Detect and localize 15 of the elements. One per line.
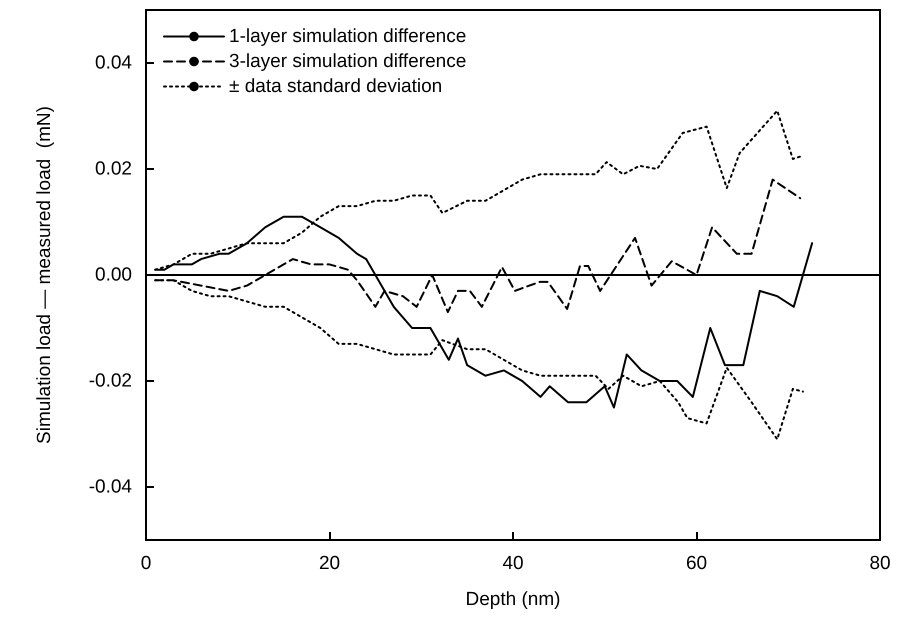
x-tick-label: 40: [502, 553, 524, 574]
y-tick-label: -0.04: [88, 476, 132, 498]
y-tick-label: -0.02: [88, 370, 132, 392]
legend-label: 3-layer simulation difference: [229, 51, 466, 72]
y-tick-label: 0.02: [95, 158, 132, 180]
x-tick-label: 20: [318, 553, 340, 574]
x-tick-label: 0: [140, 553, 152, 574]
x-axis-title: Depth (nm): [465, 589, 561, 610]
x-tick-label: 80: [869, 553, 891, 574]
x-tick-label: 60: [686, 553, 708, 574]
y-axis-title: Simulation load — measured load (mN): [34, 106, 55, 444]
legend-label: 1-layer simulation difference: [229, 26, 466, 47]
y-tick-label: 0.00: [95, 264, 132, 286]
y-tick-label: 0.04: [95, 52, 132, 74]
legend-label: ± data standard deviation: [229, 76, 442, 97]
